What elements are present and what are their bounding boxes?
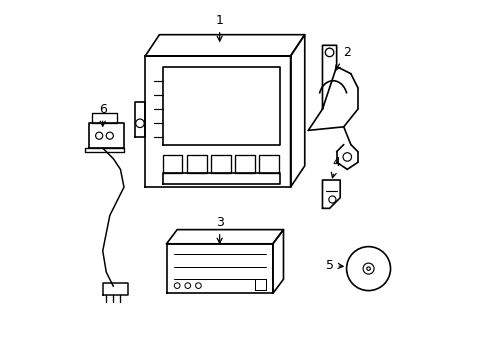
Text: 5: 5 xyxy=(325,258,343,271)
Text: 6: 6 xyxy=(99,103,106,126)
Text: 2: 2 xyxy=(335,46,350,70)
Text: 3: 3 xyxy=(215,216,223,243)
Text: 4: 4 xyxy=(331,156,340,178)
Text: 1: 1 xyxy=(215,14,223,41)
